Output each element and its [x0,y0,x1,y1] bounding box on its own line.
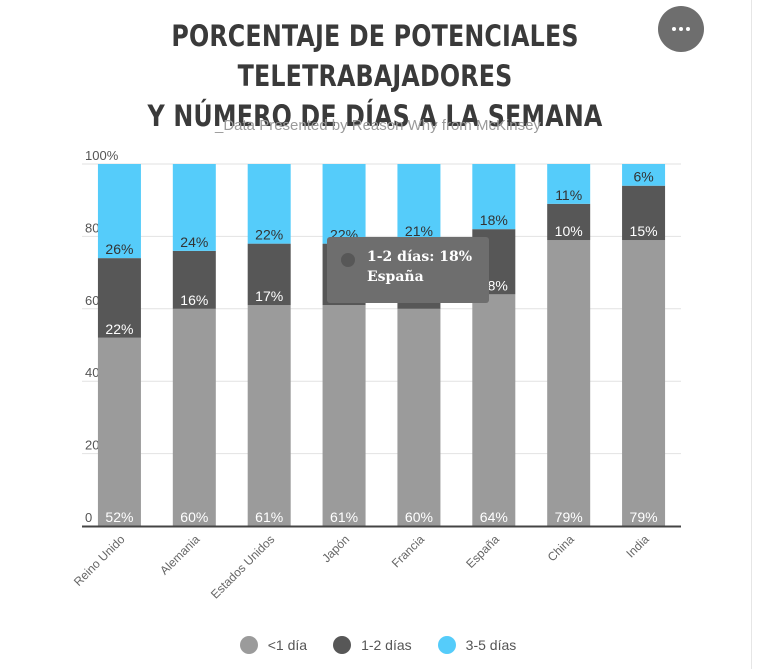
bar-segment-3-5 [322,164,366,244]
x-tick-label: Francia [389,532,427,570]
data-label: 22% [105,321,133,337]
more-dot-icon [672,27,676,31]
bar-segment-3-5 [97,164,141,259]
page-right-border [751,0,752,669]
bar-segment-lt1 [322,305,366,526]
bar-segment-1-2 [622,185,666,241]
data-label: 60% [405,509,433,525]
chart-tooltip: 1-2 días: 18% España [327,237,489,303]
x-tick-label: India [623,532,652,561]
bar-segment-lt1 [247,305,291,526]
data-label: 60% [180,509,208,525]
data-label: 79% [630,509,658,525]
data-label: 11% [555,187,582,203]
x-tick-label: Alemania [157,532,203,578]
bar-segment-1-2 [172,250,216,309]
data-label: 61% [330,509,358,525]
data-label: 61% [255,509,283,525]
bar-segment-lt1 [397,308,441,526]
legend-item-3-5[interactable]: 3-5 días [437,636,517,654]
chart-title-line-1: PORCENTAJE DE POTENCIALES TELETRABAJADOR… [171,19,579,93]
y-tick-label: 100% [85,148,119,163]
data-label: 17% [255,288,283,304]
chart-subtitle: _Data Presented by Reason Why from McKin… [215,117,541,134]
data-label: 79% [555,509,583,525]
x-tick-label: Reino Unido [71,532,128,589]
legend-item-lt1[interactable]: <1 día [239,636,308,654]
bar-segment-3-5 [247,164,291,244]
more-dot-icon [686,27,690,31]
chart-title: PORCENTAJE DE POTENCIALES TELETRABAJADOR… [84,16,666,136]
bar-segment-3-5 [547,164,591,204]
data-label: 6% [633,169,653,185]
data-label: 15% [630,223,658,239]
data-label: 10% [555,223,583,239]
data-label: 21% [405,223,433,239]
bar-segment-lt1 [472,294,516,526]
x-tick-label: China [545,532,577,564]
legend-swatch-lt1 [239,636,258,654]
tooltip-series-dot [341,253,355,267]
bar-segment-3-5 [397,164,441,241]
bar-segment-1-2 [247,243,291,306]
legend-label-3-5: 3-5 días [465,637,517,653]
legend-swatch-1-2 [333,636,352,654]
legend-label-lt1: <1 día [267,637,308,653]
data-label: 64% [480,509,508,525]
bar-segment-lt1 [172,308,216,526]
x-tick-label: Japón [319,532,352,565]
data-label: 52% [105,509,133,525]
more-dot-icon [679,27,683,31]
x-tick-label: España [463,532,502,571]
y-tick-label: 0 [85,510,92,525]
x-tick-label: Estados Unidos [208,532,277,601]
bar-segment-lt1 [97,337,141,526]
data-label: 18% [480,212,508,228]
bar-segment-lt1 [622,240,666,526]
tooltip-category: España [367,269,424,285]
chart-title-line-2: Y NÚMERO DE DÍAS A LA SEMANA [147,99,603,133]
bar-segment-1-2 [547,203,591,241]
legend-label-1-2: 1-2 días [361,637,412,653]
data-label: 26% [105,241,133,257]
bar-segment-3-5 [472,164,516,230]
bar-segment-3-5 [622,164,666,186]
tooltip-series-value: 1-2 días: 18% [367,249,473,265]
chart-legend: <1 día 1-2 días 3-5 días [0,636,756,654]
data-label: 16% [180,292,208,308]
data-label: 22% [255,227,283,243]
more-options-button[interactable] [658,6,704,52]
bar-segment-lt1 [547,240,591,526]
bar-segment-1-2 [97,258,141,338]
data-label: 24% [180,234,208,250]
bar-segment-3-5 [172,164,216,251]
legend-item-1-2[interactable]: 1-2 días [333,636,412,654]
legend-swatch-3-5 [437,636,456,654]
